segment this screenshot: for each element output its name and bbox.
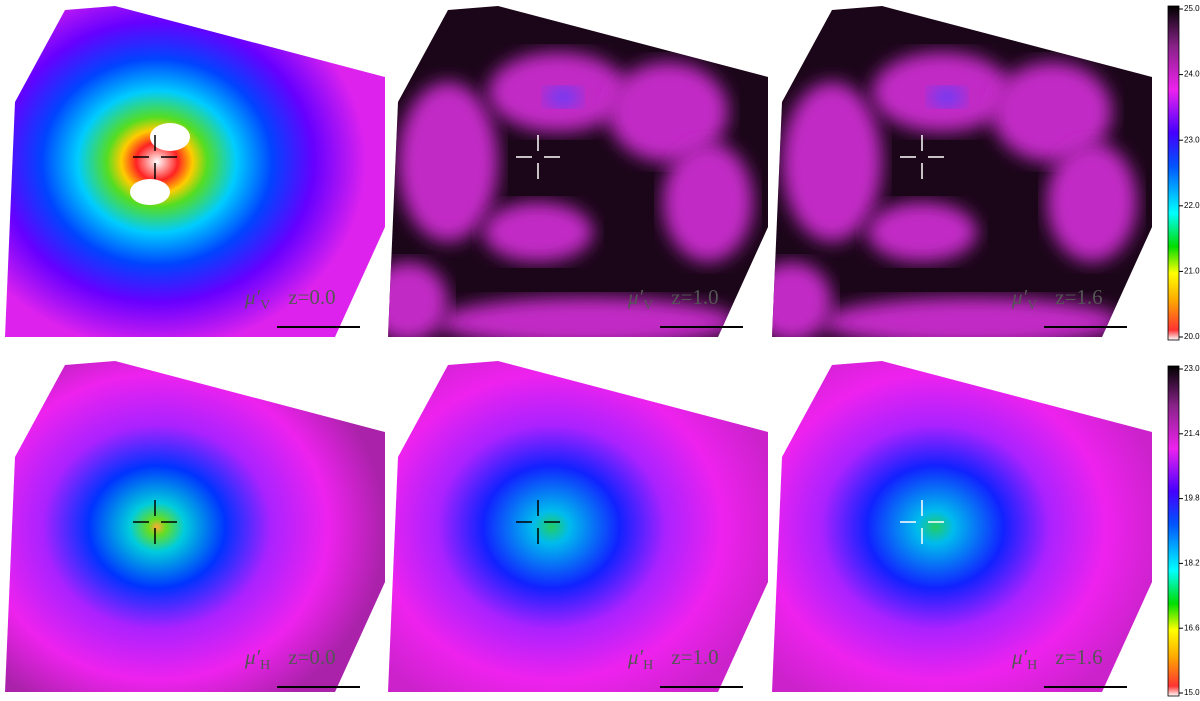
redshift: z=0.0 <box>288 645 335 669</box>
colorbar-tick-label: 16.6 <box>1184 623 1200 632</box>
redshift: z=1.6 <box>1055 285 1102 309</box>
panel-label: μ′H z=0.0 <box>244 645 336 673</box>
map-image <box>5 6 385 337</box>
colorbar-tick-label: 25.0 <box>1184 4 1200 13</box>
blue-patch <box>929 87 965 107</box>
bright-blob <box>150 123 190 151</box>
panel: μ′V z=1.6 <box>772 6 1152 337</box>
emission-patch <box>867 202 977 262</box>
symbol: μ′ <box>1011 645 1028 669</box>
panel: μ′V z=0.0 <box>5 6 385 337</box>
symbol: μ′ <box>1011 285 1028 309</box>
emission-patch <box>663 142 753 262</box>
map-image <box>388 6 768 337</box>
emission-patch <box>772 262 832 337</box>
panel: μ′H z=1.6 <box>772 361 1152 692</box>
emission-patch <box>822 297 1122 337</box>
symbol: μ′ <box>244 285 261 309</box>
panel-label: μ′H z=1.6 <box>1011 645 1103 673</box>
panel-label: μ′V z=1.0 <box>627 285 719 313</box>
redshift: z=0.0 <box>288 285 335 309</box>
band: V <box>260 298 270 313</box>
map-image <box>772 6 1152 337</box>
emission-patch <box>1047 142 1137 262</box>
symbol: μ′ <box>244 645 261 669</box>
redshift: z=1.0 <box>671 285 718 309</box>
colorbar-tick-label: 21.0 <box>1184 267 1200 276</box>
colorbar-tick-label: 21.4 <box>1184 429 1200 438</box>
panel-label: μ′H z=1.0 <box>627 645 719 673</box>
bright-blob <box>130 179 170 205</box>
emission-patch <box>608 62 728 162</box>
panel-label: μ′V z=0.0 <box>244 285 336 313</box>
blue-patch <box>545 87 581 107</box>
map-bg <box>772 361 1152 692</box>
emission-patch <box>782 82 882 242</box>
map-bg <box>5 361 385 692</box>
panel-label: μ′V z=1.6 <box>1011 285 1103 313</box>
emission-patch <box>438 297 738 337</box>
colorbar-tick-label: 24.0 <box>1184 70 1200 79</box>
panel: μ′H z=1.0 <box>388 361 768 692</box>
band: H <box>260 658 270 673</box>
colorbar-tick-label: 15.0 <box>1184 688 1200 697</box>
map-bg <box>388 361 768 692</box>
emission-patch <box>388 262 448 337</box>
band: H <box>1027 658 1037 673</box>
redshift: z=1.0 <box>671 645 718 669</box>
colorbar-tick-label: 23.0 <box>1184 364 1200 373</box>
colorbar-tick-label: 18.2 <box>1184 559 1200 568</box>
map-image <box>388 361 768 692</box>
emission-patch <box>398 82 498 242</box>
panel: μ′H z=0.0 <box>5 361 385 692</box>
colorbar-tick-label: 19.8 <box>1184 494 1200 503</box>
map-bg <box>5 6 385 337</box>
colorbar-tick-label: 23.0 <box>1184 135 1200 144</box>
emission-patch <box>483 202 593 262</box>
colorbar <box>1167 365 1180 697</box>
colorbar-tick-label: 20.0 <box>1184 332 1200 341</box>
redshift: z=1.6 <box>1055 645 1102 669</box>
symbol: μ′ <box>627 285 644 309</box>
colorbar-tick-label: 22.0 <box>1184 201 1200 210</box>
band: V <box>643 298 653 313</box>
band: H <box>643 658 653 673</box>
map-image <box>772 361 1152 692</box>
emission-patch <box>992 62 1112 162</box>
map-image <box>5 361 385 692</box>
colorbar <box>1167 5 1180 341</box>
band: V <box>1027 298 1037 313</box>
panel: μ′V z=1.0 <box>388 6 768 337</box>
symbol: μ′ <box>627 645 644 669</box>
